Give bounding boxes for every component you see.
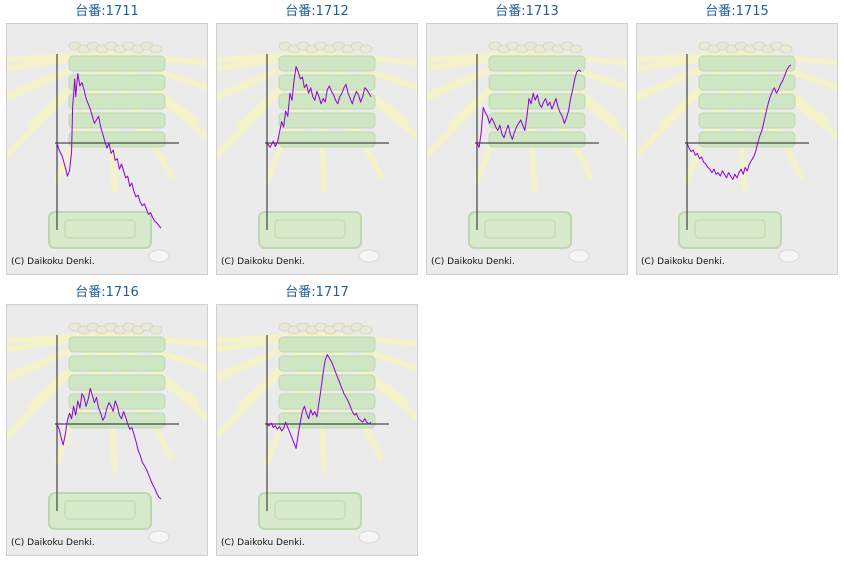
copyright-label: (C) Daikoku Denki. (641, 257, 725, 267)
background-illustration (427, 41, 627, 263)
background-box (68, 355, 166, 372)
background-box (488, 55, 586, 72)
background-box (488, 93, 586, 110)
slump-graph-panel: (C) Daikoku Denki. (216, 304, 418, 556)
chart-cell-1711: 台番:1711 (C) Daikoku Denki. (5, 0, 209, 281)
background-box (68, 112, 166, 129)
background-tray-inner (274, 219, 346, 239)
slump-graph (217, 41, 417, 263)
background-medal (148, 249, 170, 263)
machine-title-link[interactable]: 台番:1715 (705, 4, 769, 19)
background-box (68, 93, 166, 110)
background-tray-inner (484, 219, 556, 239)
machine-title-link[interactable]: 台番:1711 (75, 4, 139, 19)
background-box (68, 336, 166, 353)
background-box (698, 131, 796, 148)
background-box (278, 374, 376, 391)
background-box (68, 55, 166, 72)
background-tray-inner (274, 500, 346, 520)
chart-cell-1715: 台番:1715 (C) Daikoku Denki. (635, 0, 839, 281)
background-box (278, 55, 376, 72)
series-line-0 (476, 69, 582, 148)
series-line-0 (266, 66, 372, 148)
slump-graph-panel: (C) Daikoku Denki. (216, 23, 418, 275)
series-line-0 (686, 64, 792, 180)
background-illustration (7, 322, 207, 544)
series-line-0 (56, 387, 162, 500)
background-box (698, 93, 796, 110)
background-medal (358, 530, 380, 544)
background-coin (359, 325, 373, 335)
slump-graph-panel: (C) Daikoku Denki. (6, 23, 208, 275)
copyright-label: (C) Daikoku Denki. (221, 257, 305, 267)
series-line-0 (56, 73, 162, 229)
background-box (278, 393, 376, 410)
chart-cell-1713: 台番:1713 (C) Daikoku Denki. (425, 0, 629, 281)
slump-graph-panel: (C) Daikoku Denki. (6, 304, 208, 556)
background-box (68, 74, 166, 91)
background-medal (148, 530, 170, 544)
background-illustration (7, 41, 207, 263)
background-box (488, 131, 586, 148)
machine-title-link[interactable]: 台番:1716 (75, 285, 139, 300)
background-box (698, 55, 796, 72)
background-box (68, 412, 166, 429)
background-tray-inner (64, 219, 136, 239)
background-coin (569, 44, 583, 54)
background-box (488, 112, 586, 129)
slump-graph (637, 41, 837, 263)
background-tray-inner (694, 219, 766, 239)
background-coin (779, 44, 793, 54)
background-box (278, 131, 376, 148)
slump-graph-panel: (C) Daikoku Denki. (636, 23, 838, 275)
slump-graph-panel: (C) Daikoku Denki. (426, 23, 628, 275)
series-line-0 (266, 354, 372, 449)
background-box (278, 336, 376, 353)
chart-cell-1712: 台番:1712 (C) Daikoku Denki. (215, 0, 419, 281)
background-tray-inner (64, 500, 136, 520)
background-coin (149, 44, 163, 54)
background-box (488, 74, 586, 91)
chart-cell-1716: 台番:1716 (C) Daikoku Denki. (5, 281, 209, 562)
background-illustration (637, 41, 837, 263)
copyright-label: (C) Daikoku Denki. (11, 257, 95, 267)
machine-title-link[interactable]: 台番:1717 (285, 285, 349, 300)
background-box (68, 374, 166, 391)
slump-graph (7, 41, 207, 263)
background-medal (778, 249, 800, 263)
machine-title-link[interactable]: 台番:1713 (495, 4, 559, 19)
background-coin (149, 325, 163, 335)
background-box (278, 355, 376, 372)
background-medal (568, 249, 590, 263)
background-box (698, 112, 796, 129)
slump-graph (217, 322, 417, 544)
background-box (68, 131, 166, 148)
copyright-label: (C) Daikoku Denki. (11, 538, 95, 548)
background-illustration (217, 41, 417, 263)
slump-graph (427, 41, 627, 263)
background-box (698, 74, 796, 91)
machine-title-link[interactable]: 台番:1712 (285, 4, 349, 19)
copyright-label: (C) Daikoku Denki. (221, 538, 305, 548)
background-coin (359, 44, 373, 54)
slump-graph (7, 322, 207, 544)
background-box (278, 112, 376, 129)
background-medal (358, 249, 380, 263)
copyright-label: (C) Daikoku Denki. (431, 257, 515, 267)
background-illustration (217, 322, 417, 544)
chart-cell-1717: 台番:1717 (C) Daikoku Denki. (215, 281, 419, 562)
